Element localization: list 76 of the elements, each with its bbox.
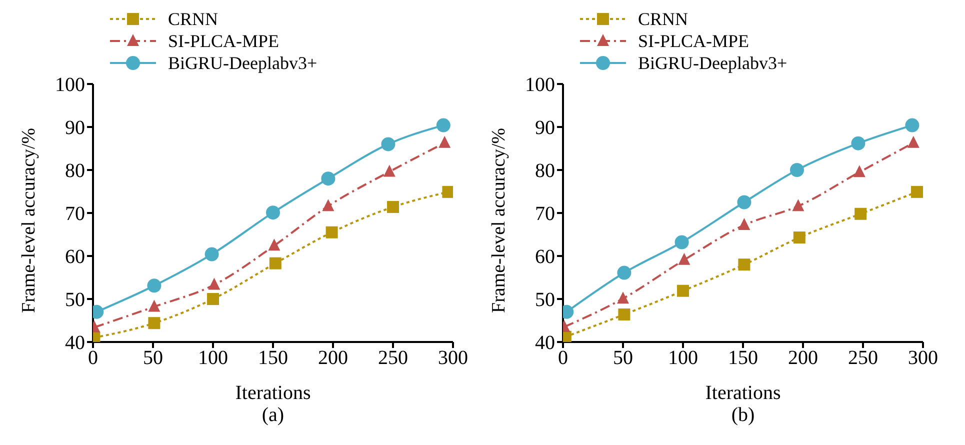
point	[266, 206, 280, 220]
y-tick-label: 40	[535, 332, 555, 354]
point	[207, 293, 219, 305]
y-tick-label: 70	[65, 203, 85, 226]
point	[793, 232, 806, 244]
y-tick-label: 50	[535, 289, 555, 312]
point	[204, 247, 219, 262]
x-tick-label: 50	[613, 347, 633, 370]
point	[617, 292, 629, 304]
point	[678, 252, 690, 265]
point	[438, 136, 451, 148]
y-tick-label: 90	[65, 117, 85, 140]
point	[854, 208, 867, 220]
x-tick-label: 200	[318, 347, 348, 370]
text: (b)	[730, 404, 756, 427]
point	[436, 118, 450, 132]
y-tick-label: 60	[535, 246, 555, 268]
x-tick-label: 0	[558, 347, 568, 370]
point	[381, 137, 396, 152]
y-tick-label: 100	[525, 74, 555, 96]
x-tick-label: 100	[198, 347, 228, 370]
point	[851, 136, 866, 150]
y-tick-label: 100	[55, 74, 85, 96]
point	[738, 258, 750, 271]
y-tick-label: 50	[65, 289, 85, 312]
point	[442, 186, 453, 198]
y-tick-label: 40	[65, 332, 85, 354]
point	[268, 238, 280, 251]
point	[147, 278, 162, 293]
x-tick-label: 150	[728, 347, 758, 370]
point	[148, 300, 160, 312]
point	[674, 235, 689, 250]
x-tick-label: 100	[668, 347, 698, 370]
x-axis-title: Iterations	[235, 382, 311, 404]
point	[208, 278, 220, 290]
y-tick-label: 70	[535, 203, 555, 226]
point	[617, 266, 632, 280]
x-tick-label: 300	[908, 347, 938, 370]
y-tick-label: 90	[535, 117, 555, 140]
point	[792, 199, 804, 212]
point	[383, 164, 396, 177]
point	[618, 308, 630, 320]
point	[911, 186, 923, 198]
point	[387, 200, 399, 213]
point	[907, 136, 920, 148]
legend-label: CRNN	[168, 8, 218, 30]
x-tick-label: 150	[258, 347, 288, 370]
x-tick-label: 50	[143, 347, 163, 370]
point	[790, 163, 804, 177]
point	[322, 199, 334, 212]
legend-label: BiGRU-Deeplabv3+	[168, 52, 318, 74]
x-tick-label: 0	[88, 347, 98, 370]
y-tick-label: 80	[65, 160, 85, 182]
legend-label: SI-PLCA-MPE	[168, 30, 280, 52]
y-axis-title: Frame-level accuracy/%	[18, 128, 40, 313]
x-tick-label: 200	[788, 347, 818, 370]
point	[677, 284, 689, 297]
y-tick-label: 60	[65, 246, 85, 268]
point	[853, 165, 866, 178]
x-axis-title: Iterations	[705, 382, 781, 404]
legend-label: CRNN	[638, 8, 688, 30]
x-tick-label: 250	[378, 347, 408, 370]
y-tick-label: 80	[535, 160, 555, 182]
point	[148, 317, 160, 330]
x-tick-label: 250	[848, 347, 878, 370]
point	[738, 218, 750, 230]
point	[905, 118, 920, 132]
point	[326, 226, 338, 238]
y-axis-title: Frame-level accuracy/%	[488, 128, 510, 313]
point	[321, 172, 336, 186]
point	[737, 195, 752, 210]
x-tick-label: 300	[438, 347, 468, 370]
text: (a)	[260, 404, 286, 427]
point	[269, 257, 282, 270]
legend-label: SI-PLCA-MPE	[638, 30, 750, 52]
legend-label: BiGRU-Deeplabv3+	[638, 52, 788, 74]
